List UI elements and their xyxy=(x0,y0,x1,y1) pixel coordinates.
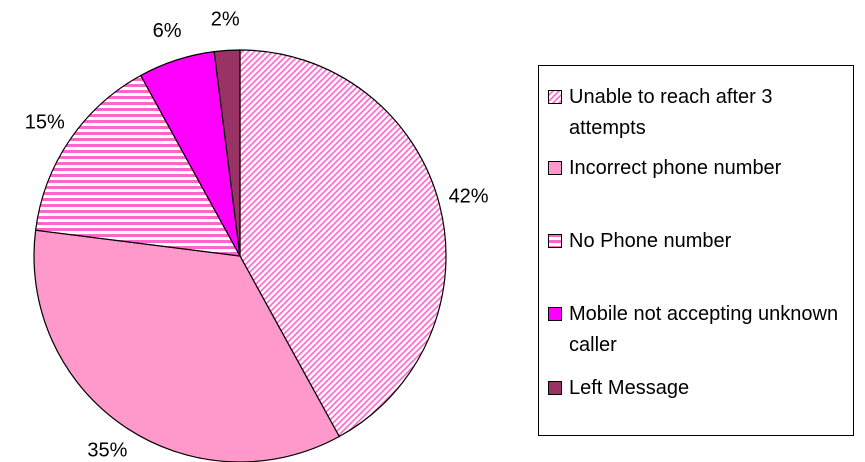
legend-label: Left Message xyxy=(569,377,690,399)
legend-item: Incorrect phone number xyxy=(548,153,848,184)
pie-slice xyxy=(213,49,241,257)
data-label: 2% xyxy=(211,9,240,31)
legend-item: No Phone number xyxy=(548,226,848,257)
pie-slice xyxy=(33,229,341,462)
data-label: 42% xyxy=(449,186,489,208)
legend-label: Mobile not accepting unknown caller xyxy=(569,303,839,356)
data-label: 35% xyxy=(87,439,127,461)
legend-swatch xyxy=(548,234,562,248)
pie-slice xyxy=(34,74,242,257)
legend-item: Left Message xyxy=(548,373,848,404)
legend-swatch xyxy=(548,90,562,104)
legend-swatch xyxy=(548,381,562,395)
pie-slice xyxy=(239,49,447,438)
legend-swatch xyxy=(548,307,562,321)
pie-area: 42% 35% 15% 6% 2% xyxy=(25,9,489,462)
data-label: 6% xyxy=(153,20,182,42)
data-label: 15% xyxy=(25,112,65,134)
legend: Unable to reach after 3 attempts Incorrec… xyxy=(538,65,854,436)
legend-item: Mobile not accepting unknown caller xyxy=(548,299,848,361)
legend-swatch xyxy=(548,161,562,175)
legend-label: No Phone number xyxy=(569,230,732,252)
legend-item: Unable to reach after 3 attempts xyxy=(548,82,848,144)
legend-label: Incorrect phone number xyxy=(569,157,782,179)
legend-label: Unable to reach after 3 attempts xyxy=(569,86,773,139)
